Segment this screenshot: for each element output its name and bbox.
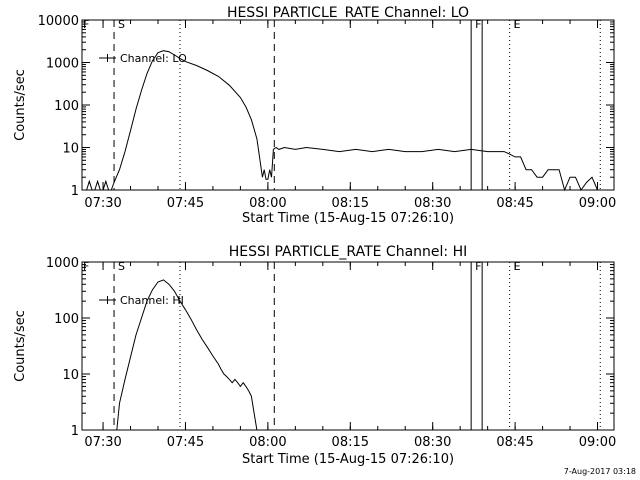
- corner-mark: F: [83, 18, 89, 31]
- y-tick-label: 1: [71, 184, 79, 199]
- x-tick-label: 08:45: [496, 435, 533, 450]
- timestamp-stamp: 7-Aug-2017 03:18: [564, 467, 636, 476]
- y-tick-label: 1000: [46, 256, 79, 271]
- y-axis-label: Counts/sec: [13, 310, 28, 382]
- x-tick-label: 08:30: [414, 435, 451, 450]
- x-tick-label: 08:00: [249, 435, 286, 450]
- legend-label: Channel: HI: [120, 294, 184, 307]
- x-tick-label: 08:15: [332, 435, 369, 450]
- chart-title: HESSI PARTICLE_RATE Channel: HI: [229, 244, 467, 260]
- y-axis-label: Counts/sec: [13, 69, 28, 141]
- y-tick-label: 1000: [46, 57, 79, 72]
- marker-label: E: [514, 18, 521, 31]
- x-tick-label: 07:45: [167, 196, 204, 211]
- x-tick-label: 07:30: [84, 435, 121, 450]
- marker-label: S: [118, 18, 125, 31]
- x-tick-label: 08:00: [249, 196, 286, 211]
- chart-title: HESSI PARTICLE_RATE Channel: LO: [227, 5, 469, 21]
- y-tick-label: 100: [54, 312, 79, 327]
- marker-label: S: [118, 260, 125, 273]
- marker-label: F: [475, 260, 481, 273]
- y-tick-label: 10000: [38, 14, 79, 29]
- marker-label: F: [475, 18, 481, 31]
- x-tick-label: 08:30: [414, 196, 451, 211]
- x-tick-label: 07:45: [167, 435, 204, 450]
- x-tick-label: 08:15: [332, 196, 369, 211]
- series-line: [116, 279, 258, 431]
- corner-mark: F: [83, 260, 89, 273]
- panel-1: HESSI PARTICLE_RATE Channel: HI 07:30 07:4…: [13, 244, 616, 467]
- marker-label: E: [514, 260, 521, 273]
- x-tick-label: 07:30: [84, 196, 121, 211]
- y-tick-label: 10: [62, 368, 79, 383]
- series-line: [82, 50, 598, 192]
- plot-frame: [81, 261, 615, 431]
- legend-label: Channel: LO: [120, 52, 187, 65]
- x-tick-label: 09:00: [579, 196, 616, 211]
- x-tick-label: 08:45: [496, 196, 533, 211]
- y-tick-label: 1: [71, 424, 79, 439]
- x-tick-label: 09:00: [579, 435, 616, 450]
- panel-0: HESSI PARTICLE_RATE Channel: LO 07:30 07:4…: [13, 5, 616, 226]
- y-tick-label: 10: [62, 142, 79, 157]
- x-axis-label: Start Time (15-Aug-15 07:26:10): [242, 452, 454, 467]
- x-axis-label: Start Time (15-Aug-15 07:26:10): [242, 211, 454, 226]
- y-tick-label: 100: [54, 99, 79, 114]
